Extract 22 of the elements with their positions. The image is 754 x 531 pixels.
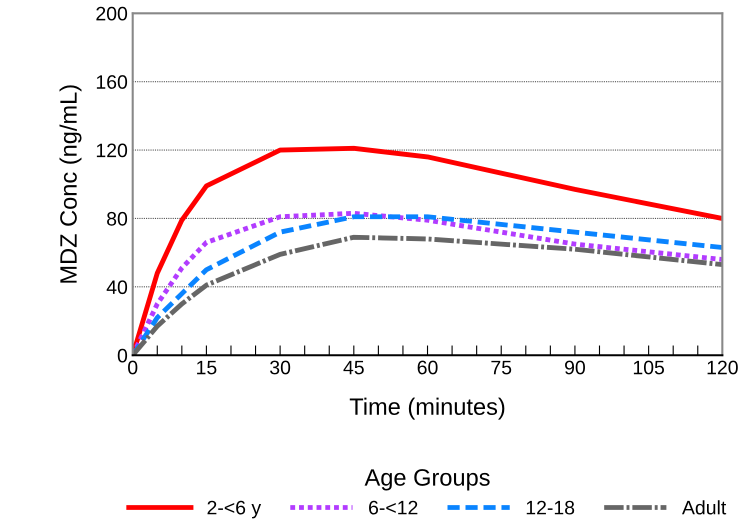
y-tick-label: 160 — [96, 75, 128, 89]
x-tick-label: 120 — [708, 360, 738, 374]
legend-label: Adult — [682, 500, 726, 515]
legend-label: 2-<6 y — [208, 500, 262, 518]
x-tick-label: 90 — [565, 360, 585, 374]
legend-label: 6-<12 — [369, 500, 418, 515]
y-tick-label: 0 — [118, 348, 128, 362]
x-axis-title: Time (minutes) — [350, 398, 504, 420]
y-tick-label: 120 — [96, 144, 128, 158]
y-tick-label: 80 — [107, 212, 128, 226]
x-tick-label: 15 — [197, 360, 216, 374]
x-tick-label: 105 — [634, 360, 664, 374]
x-tick-label: 30 — [270, 360, 290, 374]
x-tick-label: 60 — [418, 360, 438, 374]
y-tick-label: 200 — [96, 6, 128, 21]
legend-title: Age Groups — [364, 469, 490, 490]
legend-label: 12-18 — [526, 500, 574, 515]
y-tick-label: 40 — [106, 280, 128, 294]
y-axis-title: MDZ Conc (ng/mL) — [60, 85, 82, 283]
x-tick-label: 75 — [491, 360, 512, 374]
x-tick-label: 45 — [343, 360, 364, 374]
x-tick-label: 0 — [128, 360, 138, 374]
